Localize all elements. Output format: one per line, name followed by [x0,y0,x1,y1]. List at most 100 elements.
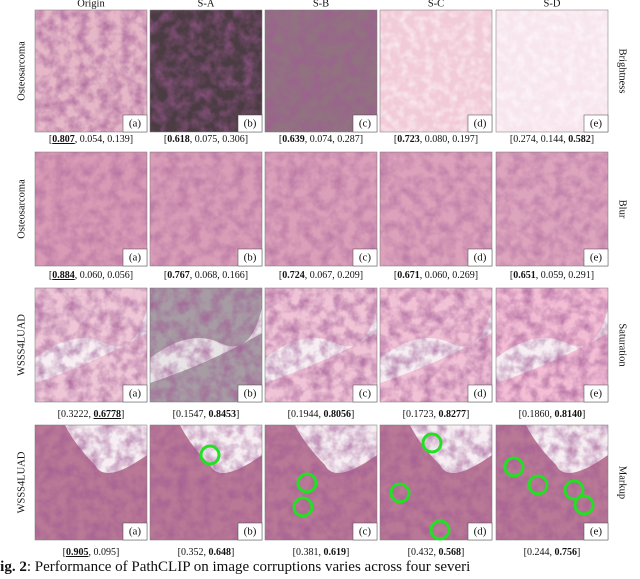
panel-border [34,424,148,541]
letter-box [467,248,493,267]
panel-border [149,424,263,541]
panel-letter: (c) [359,118,372,130]
score: 0.651 [513,270,536,281]
score: 0.1860 [522,409,550,420]
bracket: ] [130,270,133,281]
score: 0.059 [541,270,564,281]
score-caption: [0.671, 0.060, 0.269] [394,270,478,281]
panel-letter: (e) [590,252,603,264]
score: 0.095 [94,547,117,558]
separator: , [420,134,425,145]
bracket: ] [116,547,119,558]
panel-texture [380,10,492,132]
score: 0.074 [310,134,333,145]
panel-border [379,287,493,403]
score: 0.568 [439,547,462,558]
row-right-label: Markup [617,466,628,499]
score: 0.244 [527,547,550,558]
bracket: [ [403,409,406,420]
bracket: ] [351,409,354,420]
bracket: ] [130,134,133,145]
panel-letter: (b) [244,118,257,130]
panel-texture [380,152,492,266]
score: 0.068 [195,270,218,281]
score: 0.139 [107,134,130,145]
image-panel: (a) [34,287,148,403]
bracket: [ [63,547,66,558]
score: 0.166 [222,270,245,281]
panel-texture [150,288,262,402]
separator: , [305,270,310,281]
separator: , [204,409,209,420]
separator: , [434,547,439,558]
score-caption: [0.1547, 0.8453] [173,409,240,420]
separator: , [217,134,222,145]
panel-border [495,151,609,267]
letter-box [583,522,609,541]
score: 0.905 [66,547,89,558]
bracket: [ [164,270,167,281]
bracket: ] [591,134,594,145]
separator: , [319,547,324,558]
score-caption: [0.381, 0.619] [293,547,350,558]
score-caption: [0.3222, 0.6778] [58,409,125,420]
separator: , [89,409,94,420]
score: 0.067 [310,270,333,281]
bracket: [ [164,134,167,145]
panel-letter: (d) [474,388,487,400]
column-header: S-B [313,0,329,9]
bracket: ] [245,270,248,281]
separator: , [563,134,568,145]
score: 0.306 [222,134,245,145]
bracket: [ [49,270,52,281]
score: 0.8277 [439,409,467,420]
panel-letter: (a) [129,388,142,400]
score: 0.075 [195,134,218,145]
separator: , [550,547,555,558]
score: 0.269 [452,270,475,281]
score: 0.060 [80,270,103,281]
panel-texture [265,425,377,540]
score: 0.807 [52,134,75,145]
panel-border [264,287,378,403]
separator: , [536,270,541,281]
bracket: [ [510,270,513,281]
separator: , [102,134,107,145]
panel-texture [496,425,608,540]
letter-box [352,384,378,403]
score: 0.060 [425,270,448,281]
panel-letter: (b) [244,388,257,400]
letter-box [352,522,378,541]
panel-texture [35,425,147,540]
image-panel: (b) [149,9,263,133]
markup-circle [573,494,595,516]
panel-texture [150,425,262,540]
panel-border [264,424,378,541]
row-right-label: Brightness [617,49,628,94]
separator: , [75,270,80,281]
score: 0.582 [568,134,591,145]
bracket: [ [519,409,522,420]
score: 0.618 [167,134,190,145]
score: 0.144 [541,134,564,145]
caption-label: Fig. 2 [0,559,27,575]
panel-border [495,287,609,403]
panel-texture [35,288,147,402]
image-panel: (d) [379,287,493,403]
bracket: ] [582,409,585,420]
markup-circle [421,432,443,454]
score-caption: [0.1860, 0.8140] [519,409,586,420]
panel-letter: (b) [244,526,257,538]
bracket: [ [510,134,513,145]
score: 0.1723 [406,409,434,420]
column-header: S-D [544,0,561,9]
separator: , [89,547,94,558]
separator: , [550,409,555,420]
score-caption: [0.724, 0.067, 0.209] [279,270,363,281]
image-panel: (b) [149,424,263,541]
markup-circle [503,456,525,478]
panel-border [149,151,263,267]
panel-letter: (a) [129,118,142,130]
letter-box [583,384,609,403]
